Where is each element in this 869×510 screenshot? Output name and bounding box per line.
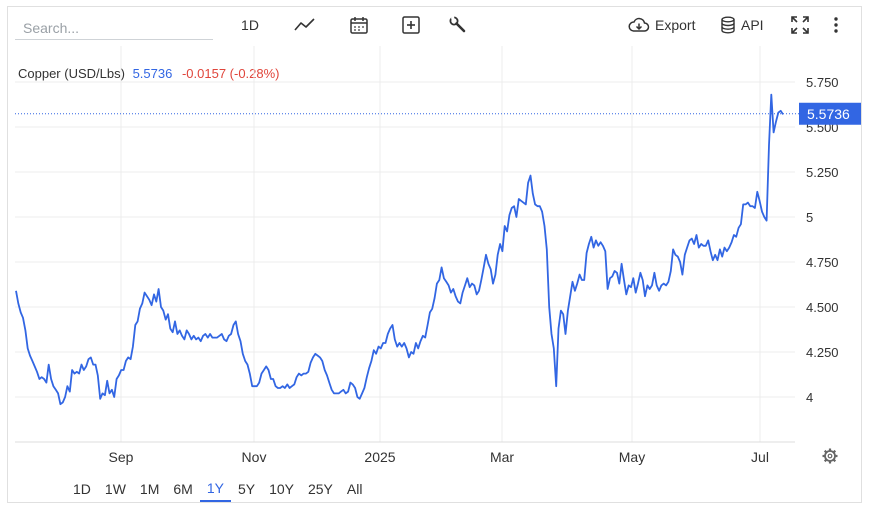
toolbar: 1D Export API <box>0 0 869 48</box>
x-tick-label: Sep <box>109 449 134 465</box>
line-chart-icon <box>294 16 316 34</box>
y-tick-label: 4.250 <box>806 345 839 360</box>
search-input[interactable] <box>15 16 213 40</box>
last-value-badge <box>799 102 861 125</box>
current-price: 5.5736 <box>132 66 173 81</box>
export-label: Export <box>655 17 696 33</box>
cloud-download-icon <box>628 16 650 34</box>
y-tick-label: 5.750 <box>806 75 839 90</box>
plus-box-icon <box>401 15 421 35</box>
x-tick-label: Mar <box>490 449 514 465</box>
range-button-10y[interactable]: 10Y <box>269 481 294 497</box>
range-button-1m[interactable]: 1M <box>139 481 160 497</box>
last-value-label: 5.5736 <box>807 106 850 122</box>
fullscreen-icon <box>790 15 810 35</box>
price-line <box>15 93 784 406</box>
fullscreen-button[interactable] <box>788 12 812 38</box>
x-tick-label: 2025 <box>364 449 395 465</box>
database-icon <box>720 16 736 34</box>
chart-header: Copper (USD/Lbs) 5.5736 -0.0157 (-0.28%) <box>18 66 280 81</box>
price-change: -0.0157 (-0.28%) <box>181 66 280 81</box>
add-indicator-button[interactable] <box>398 12 424 38</box>
export-button[interactable]: Export <box>628 12 695 38</box>
y-tick-label: 4 <box>806 390 813 405</box>
more-options-button[interactable] <box>826 12 846 38</box>
range-button-25y[interactable]: 25Y <box>307 481 333 497</box>
range-button-1w[interactable]: 1W <box>104 481 126 497</box>
x-tick-label: Nov <box>242 449 267 465</box>
settings-tools-button[interactable] <box>445 12 471 38</box>
range-button-6m[interactable]: 6M <box>173 481 193 497</box>
y-tick-label: 4.500 <box>806 300 839 315</box>
y-tick-label: 5 <box>806 210 813 225</box>
x-tick-label: Jul <box>751 449 769 465</box>
gear-icon[interactable] <box>822 448 838 464</box>
range-button-all[interactable]: All <box>346 481 363 497</box>
instrument-name: Copper (USD/Lbs) <box>18 66 125 81</box>
interval-button[interactable]: 1D <box>236 12 264 38</box>
x-tick-label: May <box>619 449 645 465</box>
y-tick-label: 4.750 <box>806 255 839 270</box>
range-button-1d[interactable]: 1D <box>73 481 91 497</box>
calendar-icon <box>349 15 369 35</box>
date-range-button[interactable] <box>346 12 372 38</box>
wrench-icon <box>448 15 468 35</box>
y-tick-label: 5.250 <box>806 165 839 180</box>
interval-label: 1D <box>241 17 259 33</box>
more-vert-icon <box>833 16 839 34</box>
range-button-1y[interactable]: 1Y <box>199 476 231 502</box>
api-button[interactable]: API <box>720 12 764 38</box>
api-label: API <box>741 17 764 33</box>
range-selector: 1D 1W 1M 6M 1Y 5Y 10Y 25Y All <box>66 476 369 502</box>
range-button-5y[interactable]: 5Y <box>237 481 256 497</box>
line-chart-button[interactable] <box>292 12 318 38</box>
